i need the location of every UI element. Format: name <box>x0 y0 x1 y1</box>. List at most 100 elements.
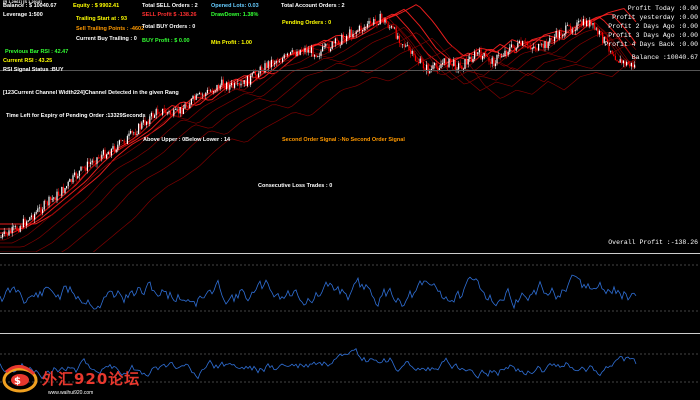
candle-body <box>123 140 125 144</box>
candle-body <box>610 50 612 52</box>
previous-bar-rsi-text: Previous Bar RSI : 42.47 <box>5 49 69 55</box>
candle-body <box>405 45 407 47</box>
candle-body <box>282 58 284 62</box>
candle-body <box>58 191 60 196</box>
candle-body <box>126 136 128 144</box>
candle-body <box>416 60 418 63</box>
candle-body <box>418 62 420 64</box>
candle-body <box>253 71 255 74</box>
candle-body <box>109 151 111 156</box>
candle-body <box>346 35 348 41</box>
candle-body <box>168 111 170 113</box>
candle-body <box>402 44 404 45</box>
candle-body <box>78 170 80 177</box>
candle-body <box>195 94 197 100</box>
candle-body <box>490 61 492 64</box>
candle-body <box>429 70 431 74</box>
ma-line <box>0 13 637 234</box>
equity-text: Equity : $ 9902.41 <box>73 3 120 9</box>
rsi-signal-status-text: RSI Signal Status :BUY <box>3 67 64 73</box>
candle-body <box>149 116 151 124</box>
candle-body <box>178 108 180 114</box>
candle-body <box>10 230 12 233</box>
rsi-oscillator-panel[interactable] <box>0 255 700 333</box>
candle-body <box>443 58 445 64</box>
candle-body <box>589 20 591 27</box>
candle-body <box>422 62 424 69</box>
candle-body <box>179 107 181 114</box>
candle-body <box>56 191 58 201</box>
account-balance-text: Balance :10040.67 <box>631 54 698 61</box>
candle-body <box>539 44 541 45</box>
candle-body <box>330 48 332 52</box>
candle-body <box>16 226 18 231</box>
candle-body <box>318 55 320 57</box>
candle-body <box>163 108 165 111</box>
candle-body <box>150 112 152 117</box>
candle-body <box>562 35 564 36</box>
candle-body <box>354 33 356 35</box>
candle-body <box>595 28 597 30</box>
candle-body <box>70 179 72 183</box>
candle-body <box>74 172 76 176</box>
candle-body <box>53 197 55 199</box>
candle-body <box>146 121 148 125</box>
candle-body <box>298 51 300 55</box>
candle-body <box>173 109 175 116</box>
candle-body <box>611 50 613 55</box>
candle-body <box>578 21 580 23</box>
candle-body <box>152 112 154 118</box>
candle-body <box>88 161 90 165</box>
candle-body <box>104 149 106 159</box>
watermark-brand: 外汇920论坛 <box>42 370 141 388</box>
candle-body <box>512 44 514 48</box>
candle-body <box>198 92 200 95</box>
candle-body <box>525 41 527 43</box>
candle-body <box>530 46 532 50</box>
candle-body <box>619 59 621 63</box>
candle-body <box>542 43 544 49</box>
candle-body <box>106 154 108 159</box>
overall-profit-text: Overall Profit :-138.26 <box>608 239 698 246</box>
panel-divider-1[interactable] <box>0 253 700 254</box>
candle-body <box>358 25 360 31</box>
candle-body <box>99 157 101 159</box>
second-oscillator-panel[interactable] <box>0 335 700 399</box>
price-chart[interactable] <box>0 0 700 252</box>
candle-body <box>275 60 277 63</box>
candle-body <box>67 181 69 187</box>
candle-body <box>491 57 493 64</box>
panel-divider-2[interactable] <box>0 333 700 334</box>
candle-body <box>538 44 540 51</box>
candle-body <box>349 29 351 38</box>
candle-body <box>190 98 192 105</box>
candle-body <box>366 23 368 28</box>
candle-body <box>181 107 183 115</box>
candle-body <box>134 132 136 135</box>
candle-body <box>194 95 196 100</box>
candle-body <box>122 140 124 142</box>
candle-body <box>222 79 224 87</box>
candle-body <box>579 20 581 22</box>
candle-body <box>459 63 461 66</box>
candle-body <box>242 83 244 85</box>
candle-body <box>621 59 623 64</box>
candle-body <box>205 92 207 96</box>
candle-body <box>549 38 551 43</box>
trailing-start-text: Trailing Start at : 93 <box>76 16 128 22</box>
candle-body <box>554 36 556 42</box>
candle-body <box>299 49 301 55</box>
candle-body <box>504 50 506 57</box>
candle-body <box>430 68 432 71</box>
svg-text:$: $ <box>14 376 21 387</box>
candle-body <box>410 50 412 54</box>
candle-body <box>360 25 362 31</box>
candle-body <box>571 29 573 33</box>
candle-body <box>325 43 327 47</box>
candle-body <box>626 61 628 66</box>
candle-body <box>229 85 231 90</box>
candle-body <box>357 30 359 32</box>
candle-body <box>336 38 338 41</box>
candle-body <box>485 53 487 56</box>
candle-body <box>302 50 304 53</box>
